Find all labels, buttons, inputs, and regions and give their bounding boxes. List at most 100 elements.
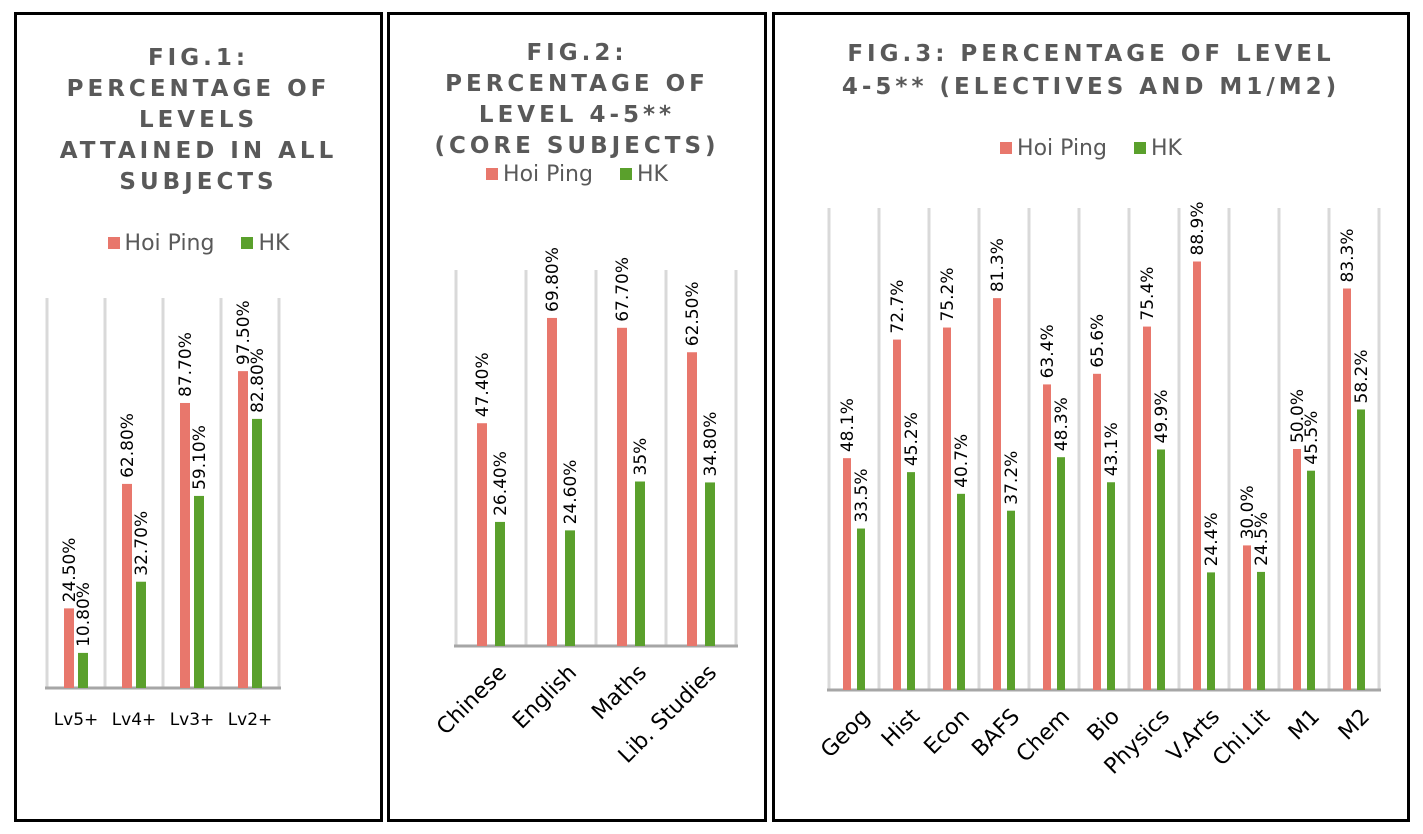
data-label: 43.1% [1102,422,1122,476]
data-label: 37.2% [1002,451,1022,505]
title-line: SUBJECTS [119,169,278,195]
data-label: 26.40% [491,451,511,516]
data-label: 50.0% [1288,389,1308,443]
bar-hoi-ping [1043,384,1051,690]
bar-hoi-ping [477,423,487,646]
figure-1-legend: Hoi Ping HK [17,231,380,256]
data-label: 59.10% [190,425,210,490]
x-tick-label: M2 [1334,704,1375,745]
bar-hk [1057,457,1065,690]
x-tick-label: Maths [587,660,652,725]
data-label: 87.70% [176,332,196,397]
bar-hoi-ping [64,608,74,688]
legend-item-hk: HK [1133,136,1182,161]
x-tick-label: Hist [877,704,925,752]
title-line: LEVELS [138,107,259,133]
bar-hk [1307,470,1315,690]
data-label: 65.6% [1088,314,1108,368]
figure-1-chart: 24.50%10.80% Lv5+ 62.80% 32.70% Lv4+ 87.70% 59… [45,298,281,730]
data-label: 88.9% [1188,201,1208,255]
data-label: 49.9% [1152,389,1172,443]
legend-item-hoi-ping: Hoi Ping [107,231,214,256]
data-label: 24.5% [1252,512,1272,566]
figure-3-legend: Hoi Ping HK [775,136,1407,161]
data-label: 24.4% [1202,512,1222,566]
x-tick-label: Econ [920,704,975,759]
figure-2-chart: 47.40% 26.40% Chinese 69.80% 24.60% English 67… [432,247,738,768]
bar-hoi-ping [617,327,627,646]
data-label: 82.80% [248,348,268,413]
title-line: 4-5** (ELECTIVES AND M1/M2) [841,74,1341,100]
legend-item-hoi-ping: Hoi Ping [1000,136,1107,161]
bar-hoi-ping [180,402,190,688]
bar-hoi-ping [122,483,132,688]
bar-hk [907,472,915,690]
bar-hk [252,418,262,688]
bar-hk [857,528,865,690]
legend-swatch-hoi-ping [1000,142,1013,154]
bar-hoi-ping [547,317,557,646]
bar-hoi-ping [1293,449,1301,690]
data-label: 45.5% [1302,411,1322,465]
data-label: 32.70% [132,511,152,576]
legend-label: HK [258,231,290,256]
data-label: 81.3% [988,238,1008,292]
data-label: 67.70% [613,257,633,322]
legend-swatch-hk [1133,142,1146,154]
figure-3-panel: FIG.3: PERCENTAGE OF LEVEL 4-5** (ELECTI… [772,12,1410,822]
x-tick-label: Lv4+ [112,710,157,730]
data-label: 30.0% [1238,485,1258,539]
figure-2-panel: FIG.2: PERCENTAGE OF LEVEL 4-5** (CORE S… [387,12,767,822]
legend-item-hk: HK [241,231,289,256]
bar-hoi-ping [993,298,1001,690]
data-label: 10.80% [74,582,94,647]
bar-hk [705,482,715,646]
data-label: 75.4% [1138,267,1158,321]
bar-hk [1157,449,1165,690]
bar-hk [957,493,965,690]
title-line: FIG.2: [526,40,628,66]
figure-3-chart: 48.1% 33.5% Geog 72.7% 45.2% Hist 75.2% 40.7% Ec… [816,201,1381,780]
legend-label: HK [636,162,668,187]
legend-swatch-hoi-ping [486,168,499,180]
data-label: 33.5% [852,469,872,523]
x-tick-label: Chinese [432,660,512,740]
data-label: 72.7% [888,280,908,334]
title-line: (CORE SUBJECTS) [434,133,720,159]
title-line: LEVEL 4-5** [478,102,676,128]
data-label: 40.7% [952,434,972,488]
bar-hoi-ping [893,339,901,690]
data-label: 83.3% [1338,228,1358,282]
figure-2-legend: Hoi Ping HK [390,162,764,187]
x-tick-label: M1 [1284,704,1325,745]
x-tick-label: Chem [1012,704,1075,767]
legend-item-hk: HK [619,162,668,187]
bar-hk [1107,482,1115,690]
legend-swatch-hk [619,168,632,180]
data-label: 24.50% [60,538,80,603]
x-tick-label: Lv5+ [54,710,99,730]
title-line: FIG.3: PERCENTAGE OF LEVEL [847,41,1335,67]
figure-3-title: FIG.3: PERCENTAGE OF LEVEL 4-5** (ELECTI… [775,38,1407,104]
legend-swatch-hk [241,237,254,249]
bar-hoi-ping [238,371,248,688]
data-label: 62.50% [683,281,703,346]
legend-item-hoi-ping: Hoi Ping [486,162,593,187]
bar-hk [194,495,204,688]
legend-label: HK [1150,136,1182,161]
data-label: 48.1% [838,398,858,452]
data-label: 34.80% [701,412,721,477]
data-label: 75.2% [938,268,958,322]
data-label: 35% [631,438,651,476]
data-label: 58.2% [1352,349,1372,403]
data-label: 63.4% [1038,324,1058,378]
data-label: 48.3% [1052,397,1072,451]
figure-1-panel: FIG.1: PERCENTAGE OF LEVELS ATTAINED IN … [14,12,383,822]
title-line: ATTAINED IN ALL [59,138,338,164]
bar-hk [1257,571,1265,690]
bar-hk [1357,409,1365,690]
data-label: 47.40% [473,352,493,417]
x-tick-label: English [508,660,582,734]
title-line: PERCENTAGE OF [66,76,331,102]
data-label: 62.80% [118,413,138,478]
